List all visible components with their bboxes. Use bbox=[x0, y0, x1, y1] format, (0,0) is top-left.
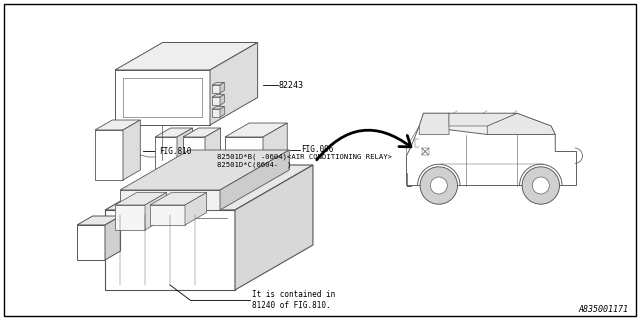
FancyArrowPatch shape bbox=[317, 130, 411, 160]
Polygon shape bbox=[105, 216, 120, 260]
Polygon shape bbox=[210, 43, 258, 125]
Polygon shape bbox=[212, 83, 225, 85]
Polygon shape bbox=[150, 205, 185, 225]
Polygon shape bbox=[105, 165, 313, 210]
Polygon shape bbox=[150, 193, 207, 205]
Polygon shape bbox=[77, 225, 105, 260]
Polygon shape bbox=[212, 107, 225, 109]
Polygon shape bbox=[120, 150, 289, 190]
Polygon shape bbox=[220, 94, 225, 105]
Polygon shape bbox=[212, 94, 225, 97]
Polygon shape bbox=[115, 70, 210, 125]
Polygon shape bbox=[120, 190, 220, 210]
Polygon shape bbox=[212, 97, 220, 105]
Polygon shape bbox=[419, 113, 449, 134]
Circle shape bbox=[532, 177, 549, 194]
Polygon shape bbox=[105, 210, 235, 290]
Polygon shape bbox=[155, 128, 193, 137]
Polygon shape bbox=[212, 85, 220, 93]
Polygon shape bbox=[263, 123, 287, 175]
Polygon shape bbox=[220, 150, 289, 210]
Text: A835001171: A835001171 bbox=[578, 305, 628, 314]
Polygon shape bbox=[449, 113, 517, 126]
Polygon shape bbox=[145, 193, 166, 230]
Polygon shape bbox=[183, 137, 205, 175]
Bar bbox=[422, 148, 429, 155]
Polygon shape bbox=[419, 113, 556, 134]
Text: It is contained in
81240 of FIG.810.: It is contained in 81240 of FIG.810. bbox=[252, 290, 335, 310]
Circle shape bbox=[522, 167, 559, 204]
Text: FIG.096: FIG.096 bbox=[301, 146, 333, 155]
Circle shape bbox=[430, 177, 447, 194]
Polygon shape bbox=[115, 205, 145, 230]
Polygon shape bbox=[123, 120, 140, 180]
Polygon shape bbox=[115, 43, 258, 70]
Bar bbox=[115, 264, 137, 282]
Polygon shape bbox=[235, 165, 313, 290]
Polygon shape bbox=[115, 193, 166, 205]
Text: 82501D*C(0604-  ): 82501D*C(0604- ) bbox=[217, 162, 291, 168]
Circle shape bbox=[420, 167, 458, 204]
Polygon shape bbox=[185, 193, 207, 225]
Polygon shape bbox=[406, 113, 577, 186]
Polygon shape bbox=[212, 109, 220, 117]
Polygon shape bbox=[95, 120, 140, 130]
Polygon shape bbox=[205, 128, 221, 175]
Polygon shape bbox=[225, 137, 263, 175]
Polygon shape bbox=[77, 216, 120, 225]
Polygon shape bbox=[220, 83, 225, 93]
Polygon shape bbox=[220, 107, 225, 117]
Polygon shape bbox=[155, 137, 177, 175]
Polygon shape bbox=[177, 128, 193, 175]
Polygon shape bbox=[487, 113, 556, 134]
Bar bbox=[185, 264, 207, 282]
Polygon shape bbox=[183, 128, 221, 137]
Text: FIG.810: FIG.810 bbox=[159, 147, 192, 156]
Polygon shape bbox=[95, 130, 123, 180]
Bar bbox=[150, 264, 172, 282]
Text: 82243: 82243 bbox=[278, 81, 303, 90]
Text: 82501D*B( -0604)<AIR CONDITIONING RELAY>: 82501D*B( -0604)<AIR CONDITIONING RELAY> bbox=[217, 154, 392, 160]
Polygon shape bbox=[225, 123, 287, 137]
